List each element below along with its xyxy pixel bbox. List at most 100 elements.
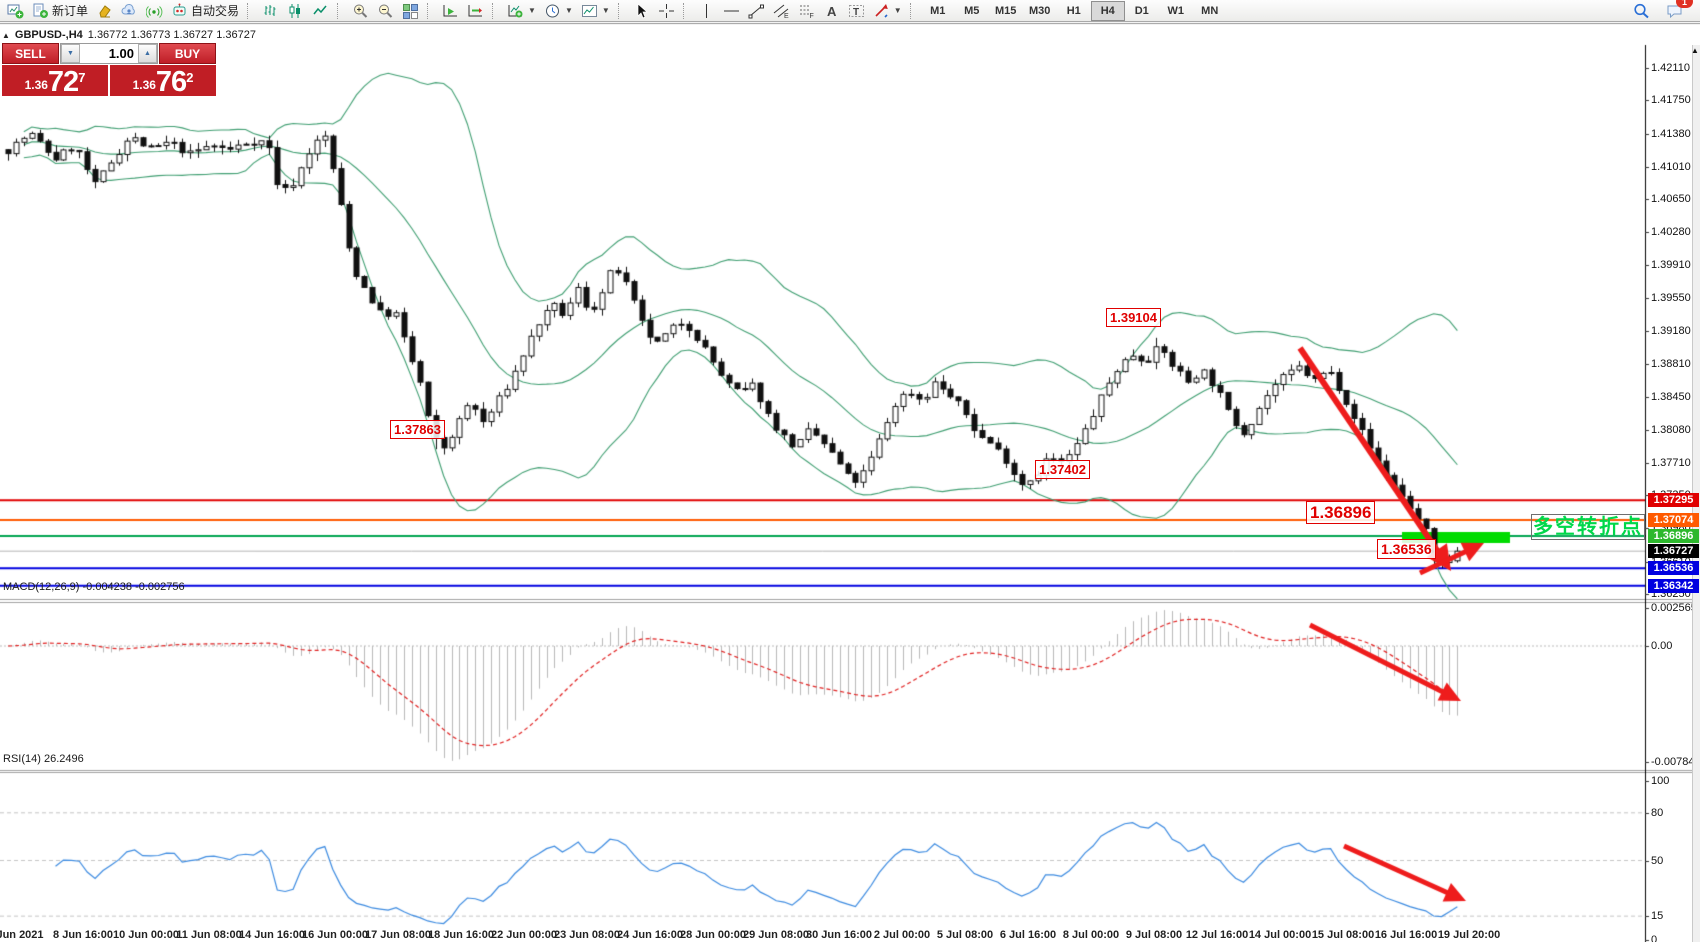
auto-scroll-button[interactable] — [438, 0, 463, 21]
toolbar-separator — [909, 2, 918, 19]
bar-chart-button[interactable] — [258, 0, 283, 21]
price-annotation-box[interactable]: 1.37863 — [390, 420, 445, 439]
buy-price-main: 76 — [155, 66, 187, 98]
price-tag: 1.37074 — [1648, 513, 1699, 528]
time-axis-label: 15 Jul 08:00 — [1311, 929, 1375, 941]
bar-chart-icon — [262, 3, 279, 19]
timeframe-w1-button[interactable]: W1 — [1167, 4, 1184, 17]
time-axis-label: 23 Jun 08:00 — [553, 929, 621, 941]
timeframe-m15-button[interactable]: M15 — [995, 4, 1017, 17]
vertical-line-button[interactable] — [694, 0, 719, 21]
horizontal-line-icon — [723, 3, 740, 19]
buy-price-prefix: 1.36 — [132, 78, 156, 92]
time-axis-label: 10 Jun 00:00 — [112, 929, 180, 941]
macd-scale-zero: 0.00 — [1651, 640, 1673, 652]
chinese-note-label[interactable]: 多空转折点 — [1531, 514, 1645, 540]
timeframe-m5-button[interactable]: M5 — [964, 4, 980, 17]
toolbar-separator — [492, 2, 500, 19]
price-chart-canvas[interactable] — [0, 22, 1700, 942]
sell-price-prefix: 1.36 — [24, 78, 48, 92]
zoom-in-button[interactable] — [348, 0, 373, 21]
crosshair-button[interactable] — [654, 0, 679, 21]
time-axis-label: 8 Jul 00:00 — [1062, 929, 1120, 941]
price-annotation-box[interactable]: 1.37402 — [1035, 460, 1090, 479]
buy-price-display[interactable]: 1.36 76 2 — [110, 65, 216, 98]
text-label-button[interactable]: T — [844, 0, 869, 21]
svg-text:T: T — [853, 7, 859, 18]
volume-input[interactable] — [80, 44, 138, 63]
price-axis-tick: 1.38080 — [1651, 423, 1691, 436]
horizontal-line-button[interactable] — [719, 0, 744, 21]
macd-values: -0.004238 -0.002756 — [82, 581, 185, 593]
price-annotation-box[interactable]: 1.39104 — [1106, 308, 1161, 327]
signals-icon — [146, 3, 163, 19]
channel-button[interactable]: E — [769, 0, 794, 21]
timeframe-m30-button[interactable]: M30 — [1029, 4, 1051, 17]
fibonacci-button[interactable]: F — [794, 0, 819, 21]
macd-scale-max: 0.002565 — [1651, 602, 1697, 615]
macd-label: MACD(12,26,9) -0.004238 -0.002756 — [3, 581, 185, 593]
trendline-button[interactable] — [744, 0, 769, 21]
price-annotation-box[interactable]: 1.36536 — [1377, 539, 1436, 559]
search-button[interactable] — [1629, 0, 1654, 21]
cursor-button[interactable] — [629, 0, 654, 21]
chart-shift-button[interactable] — [463, 0, 488, 21]
time-axis-label: 24 Jun 16:00 — [616, 929, 684, 941]
sell-button[interactable]: SELL — [2, 43, 59, 64]
zoom-out-icon — [377, 3, 394, 19]
tile-windows-button[interactable] — [398, 0, 423, 21]
quote-ohlc: 1.36772 1.36773 1.36727 1.36727 — [87, 29, 256, 41]
price-annotation-box[interactable]: 1.36896 — [1306, 501, 1376, 524]
price-tag: 1.36896 — [1648, 529, 1699, 543]
periods-button[interactable]: ▼ — [540, 0, 577, 21]
time-axis-label: 9 Jul 08:00 — [1125, 929, 1183, 941]
dropdown-arrow-icon[interactable]: ▼ — [601, 6, 610, 15]
chat-button[interactable]: 1 — [1662, 0, 1693, 21]
time-axis-label: 18 Jun 16:00 — [427, 929, 495, 941]
toolbar-buttons: 新订单 自动交易 ▼ ▼ ▼ E F A T ▼ — [3, 0, 921, 21]
one-click-toggle-icon[interactable]: ▲ — [2, 30, 10, 40]
volume-decrease-button[interactable]: ▼ — [61, 44, 80, 63]
signals-button[interactable] — [142, 0, 167, 21]
dropdown-arrow-icon[interactable]: ▼ — [893, 6, 902, 15]
svg-text:E: E — [784, 13, 789, 19]
templates-icon — [581, 3, 598, 19]
svg-text:A: A — [827, 4, 837, 19]
dropdown-arrow-icon[interactable]: ▼ — [564, 6, 573, 15]
sell-price-display[interactable]: 1.36 72 7 — [2, 65, 108, 97]
timeframe-h4-button[interactable]: H4 — [1090, 0, 1125, 21]
line-chart-button[interactable] — [308, 0, 333, 21]
timeframe-m1-button[interactable]: M1 — [930, 4, 946, 17]
autotrade-button[interactable]: 自动交易 — [167, 0, 243, 21]
cursor-icon — [633, 2, 650, 19]
scroll-up-icon[interactable]: ▲ — [1691, 46, 1699, 55]
candlestick-button[interactable] — [283, 0, 308, 21]
autotrade-icon — [171, 3, 188, 19]
price-axis-tick: 1.39180 — [1651, 325, 1691, 337]
timeframe-h1-button[interactable]: H1 — [1066, 4, 1081, 17]
line-chart-icon — [312, 3, 329, 19]
new-order-button[interactable]: 新订单 — [28, 0, 92, 21]
arrows-button[interactable]: ▼ — [869, 0, 906, 21]
price-axis-tick: 1.42110 — [1651, 62, 1690, 74]
profile-button[interactable] — [117, 0, 142, 21]
trendline-icon — [748, 3, 765, 19]
volume-increase-button[interactable]: ▲ — [138, 44, 157, 63]
rsi-label: RSI(14) 26.2496 — [3, 753, 84, 765]
time-axis-label: 8 Jun 16:00 — [53, 929, 113, 941]
timeframe-mn-button[interactable]: MN — [1201, 4, 1219, 17]
timeframe-d1-button[interactable]: D1 — [1134, 4, 1149, 17]
new-chart-button[interactable] — [3, 0, 28, 21]
time-axis-label: 30 Jun 16:00 — [805, 929, 873, 941]
templates-button[interactable]: ▼ — [577, 0, 614, 21]
eraser-button[interactable] — [92, 0, 117, 21]
text-button[interactable]: A — [819, 0, 844, 21]
indicators-button[interactable]: ▼ — [503, 0, 540, 21]
buy-button[interactable]: BUY — [159, 43, 216, 64]
toolbar-button-label: 自动交易 — [191, 4, 240, 18]
time-axis-label: 16 Jul 16:00 — [1374, 929, 1438, 941]
dropdown-arrow-icon[interactable]: ▼ — [528, 6, 536, 15]
zoom-out-button[interactable] — [373, 0, 398, 21]
periods-icon — [544, 3, 561, 19]
